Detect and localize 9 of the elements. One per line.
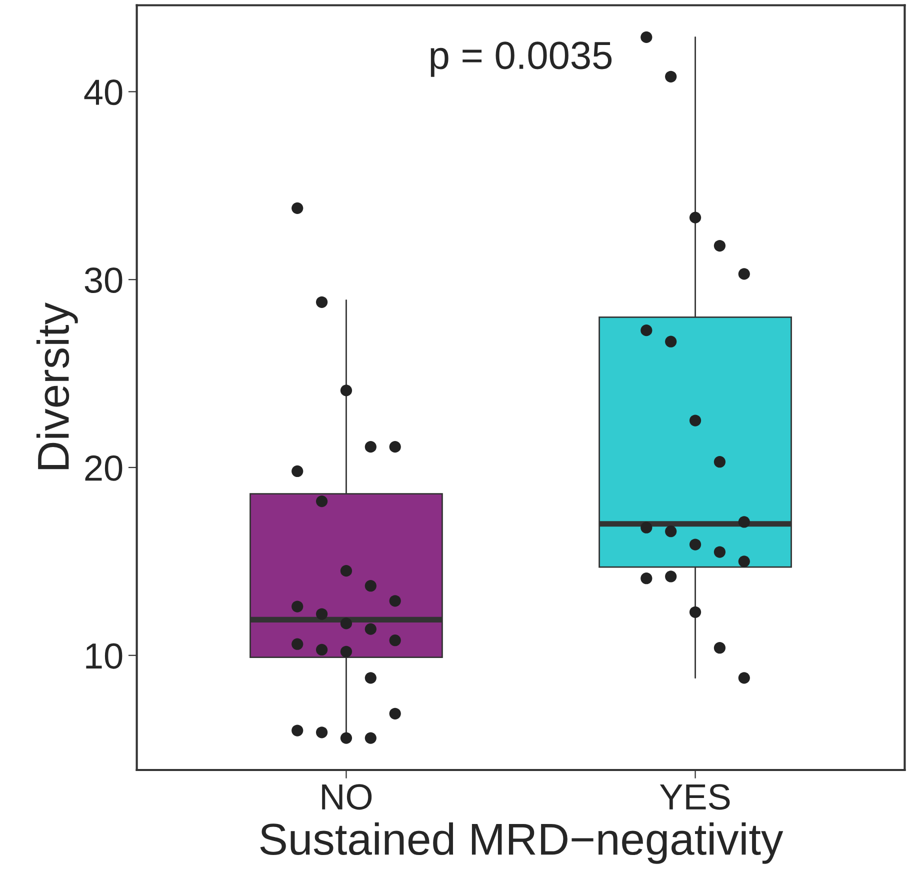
x-tick-label: NO — [322, 784, 372, 810]
y-tick-label: 40 — [84, 80, 122, 106]
x-tick-label: YES — [660, 784, 730, 810]
y-tick-label: 30 — [84, 267, 122, 294]
y-axis-title: Diversity — [36, 302, 78, 470]
annotation: p = 0.0035 — [430, 42, 612, 77]
x-axis-title: Sustained MRD−negativity — [260, 822, 784, 864]
y-tick-label: 10 — [86, 643, 122, 669]
y-tick-label: 20 — [85, 455, 122, 481]
